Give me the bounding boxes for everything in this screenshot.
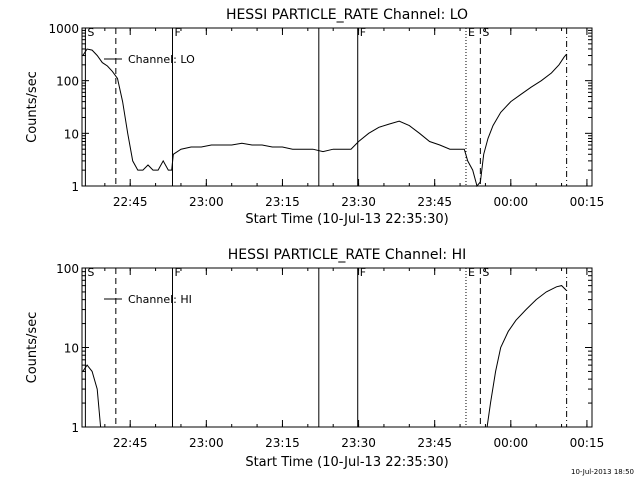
- y-tick-label: 100: [56, 75, 79, 89]
- event-marker-label: S: [482, 26, 489, 39]
- chart-panel-2: HESSI PARTICLE_RATE Channel: HI 22:45 23:0…: [25, 247, 604, 470]
- y-tick-label: 1: [71, 421, 79, 435]
- chart-panel-1: HESSI PARTICLE_RATE Channel: LO 22:45 23:0…: [25, 7, 604, 227]
- x-tick-label: 23:00: [189, 195, 224, 209]
- event-marker-label: E: [468, 26, 475, 39]
- x-tick-label: 00:00: [494, 195, 529, 209]
- y-tick-label: 10: [64, 127, 79, 141]
- y-tick-label: 1: [71, 180, 79, 194]
- x-tick-label: 23:45: [417, 436, 452, 450]
- y-tick-label: 1000: [48, 22, 79, 36]
- x-tick-label: 00:15: [570, 195, 605, 209]
- y-tick-label: 10: [64, 342, 79, 356]
- x-axis-label: Start Time (10-Jul-13 22:35:30): [245, 455, 448, 470]
- event-marker-label: F: [360, 26, 366, 39]
- x-tick-label: 23:45: [417, 195, 452, 209]
- x-axis-label: Start Time (10-Jul-13 22:35:30): [245, 212, 448, 227]
- event-marker-label: F: [360, 266, 366, 279]
- x-tick-label: 22:45: [113, 436, 148, 450]
- series-line: [486, 285, 567, 428]
- event-marker-label: F: [174, 266, 180, 279]
- legend-label: Channel: LO: [128, 53, 195, 66]
- chart-title: HESSI PARTICLE_RATE Channel: LO: [226, 7, 468, 23]
- x-tick-label: 23:30: [341, 436, 376, 450]
- legend-label: Channel: HI: [128, 293, 192, 306]
- event-marker-label: E: [468, 266, 475, 279]
- y-axis-label: Counts/sec: [25, 312, 40, 384]
- x-tick-label: 23:15: [265, 436, 300, 450]
- y-axis-label: Counts/sec: [25, 71, 40, 143]
- x-tick-label: 00:15: [570, 436, 605, 450]
- x-tick-label: 23:00: [189, 436, 224, 450]
- event-marker-label: S: [482, 266, 489, 279]
- chart-title: HESSI PARTICLE_RATE Channel: HI: [228, 247, 466, 263]
- x-tick-label: 00:00: [494, 436, 529, 450]
- footer-timestamp: 10-Jul-2013 18:50: [570, 468, 634, 476]
- series-line: [82, 48, 567, 188]
- event-marker-label: F: [174, 26, 180, 39]
- event-marker-label: S: [87, 266, 94, 279]
- series-line: [82, 364, 102, 428]
- plot-frame: [81, 267, 593, 428]
- x-tick-label: 22:45: [113, 195, 148, 209]
- event-marker-label: S: [87, 26, 94, 39]
- plot-frame: [81, 27, 593, 187]
- x-tick-label: 23:30: [341, 195, 376, 209]
- x-tick-label: 23:15: [265, 195, 300, 209]
- y-tick-label: 100: [56, 262, 79, 276]
